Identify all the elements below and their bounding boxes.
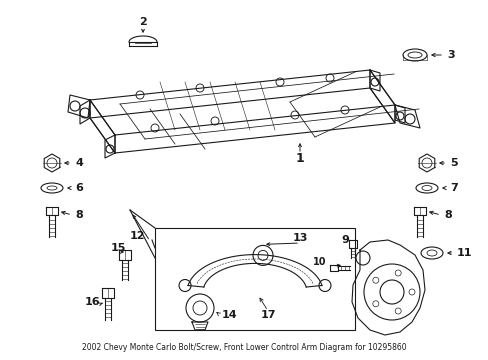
Text: 2: 2 [139, 17, 146, 27]
Text: 8: 8 [443, 210, 451, 220]
Text: 8: 8 [75, 210, 82, 220]
Text: 17: 17 [260, 310, 275, 320]
Text: 14: 14 [222, 310, 237, 320]
Text: 16: 16 [84, 297, 100, 307]
Text: 5: 5 [449, 158, 457, 168]
Text: 11: 11 [456, 248, 471, 258]
Bar [155, 228, 354, 330]
Text: 2002 Chevy Monte Carlo Bolt/Screw, Front Lower Control Arm Diagram for 10295860: 2002 Chevy Monte Carlo Bolt/Screw, Front… [81, 343, 406, 352]
Text: 12: 12 [129, 231, 144, 241]
Text: 1: 1 [295, 152, 304, 165]
Text: 15: 15 [110, 243, 125, 253]
Text: 10: 10 [313, 257, 326, 267]
Text: 7: 7 [449, 183, 457, 193]
Text: 3: 3 [446, 50, 454, 60]
Text: 6: 6 [75, 183, 82, 193]
Text: 13: 13 [292, 233, 307, 243]
Text: 9: 9 [340, 235, 348, 245]
Text: 4: 4 [75, 158, 82, 168]
